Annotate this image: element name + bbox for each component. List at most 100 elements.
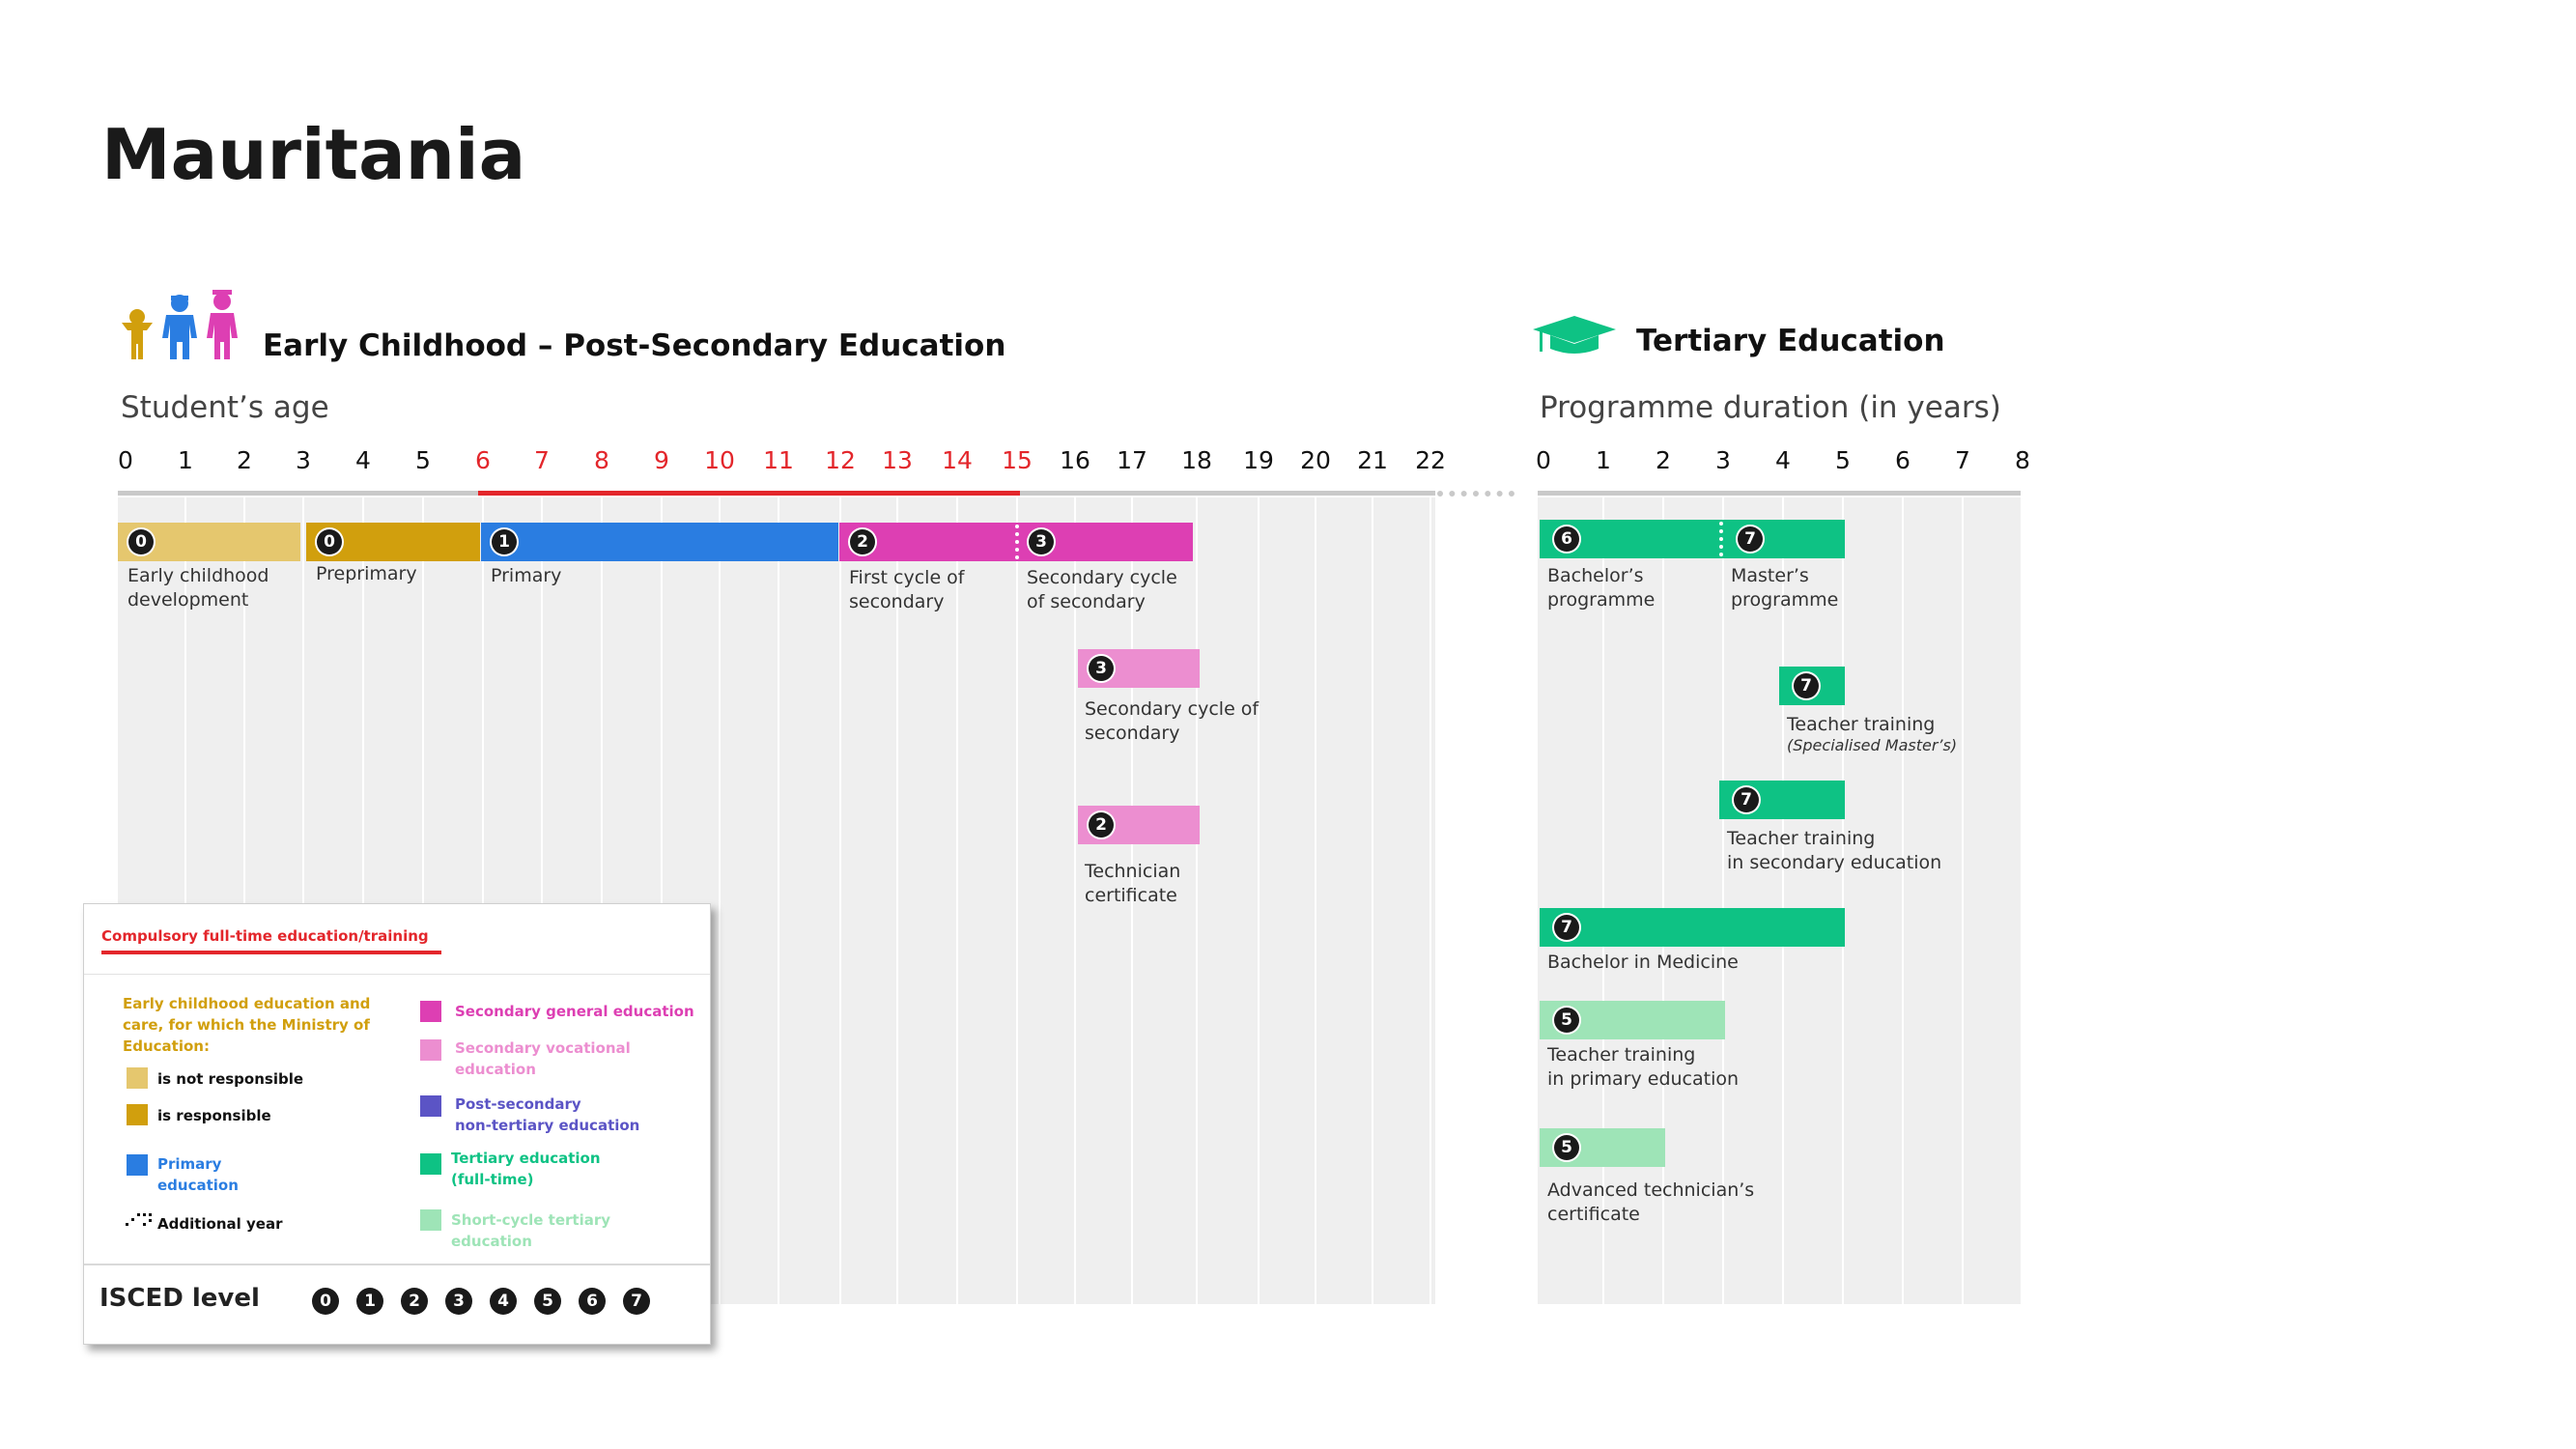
- age-tick-label: 6: [475, 446, 491, 474]
- axis-break-dots: [1437, 491, 1514, 502]
- age-grid-line: [896, 497, 898, 1304]
- page-title: Mauritania: [101, 114, 526, 195]
- programme-label: Primary: [491, 565, 562, 586]
- programme-sublabel: (Specialised Master’s): [1787, 736, 1958, 754]
- legend-ecd-heading: Early childhood education and care, for …: [123, 995, 371, 1055]
- legend-responsible: is responsible: [157, 1107, 271, 1124]
- age-grid-line: [601, 497, 603, 1304]
- duration-grid-line: [1842, 497, 1844, 1304]
- left-axis-label: Student’s age: [121, 390, 329, 425]
- age-tick-label: 21: [1357, 446, 1388, 474]
- legend-sec-vocational: Secondary vocational education: [455, 1039, 631, 1078]
- programme-label: Master’s programme: [1731, 565, 1839, 611]
- duration-grid-line: [1722, 497, 1724, 1304]
- legend-swatch-sec-general: [420, 1001, 441, 1022]
- age-tick-label: 5: [415, 446, 431, 474]
- programme-label: Advanced technician’s certificate: [1547, 1179, 1755, 1225]
- age-tick-label: 4: [355, 446, 371, 474]
- isced-badge: 7: [1554, 915, 1579, 940]
- age-grid-line: [1131, 497, 1133, 1304]
- age-grid-line: [839, 497, 841, 1304]
- isced-level-badge: 7: [623, 1288, 650, 1315]
- right-axis-label: Programme duration (in years): [1540, 390, 2001, 425]
- duration-tick-label: 0: [1536, 446, 1551, 474]
- isced-badge: 2: [850, 529, 875, 554]
- duration-grid-line: [1602, 497, 1604, 1304]
- age-tick-label: 1: [178, 446, 193, 474]
- isced-level-badge: 6: [579, 1288, 606, 1315]
- duration-tick-label: 2: [1656, 446, 1671, 474]
- duration-tick-label: 3: [1715, 446, 1731, 474]
- isced-badge: 7: [1734, 787, 1759, 812]
- age-grid-line: [541, 497, 543, 1304]
- legend-sec-general: Secondary general education: [455, 1003, 694, 1020]
- age-grid-line: [1074, 497, 1076, 1304]
- duration-grid-line: [1902, 497, 1904, 1304]
- programme-label: Preprimary: [316, 563, 417, 584]
- additional-year-icon: [126, 1213, 152, 1226]
- duration-grid-line: [1962, 497, 1964, 1304]
- age-grid-line: [422, 497, 424, 1304]
- programme-bar: [1540, 908, 1845, 947]
- age-grid-line: [243, 497, 245, 1304]
- age-grid-line: [482, 497, 484, 1304]
- isced-badge: 5: [1554, 1008, 1579, 1033]
- age-tick-label: 3: [296, 446, 311, 474]
- legend-swatch-primary: [127, 1154, 148, 1176]
- programme-label: Bachelor in Medicine: [1547, 952, 1739, 973]
- graduation-cap-icon: [1533, 316, 1616, 354]
- programme-label: Teacher training in secondary education: [1727, 828, 1942, 873]
- legend-box: Compulsory full-time education/training …: [83, 903, 711, 1345]
- legend-additional-year: Additional year: [157, 1215, 283, 1233]
- duration-grid-line: [1662, 497, 1664, 1304]
- duration-tick-label: 4: [1775, 446, 1791, 474]
- age-grid-line: [302, 497, 304, 1304]
- age-grid-line: [956, 497, 958, 1304]
- age-grid-line: [661, 497, 663, 1304]
- programme-label: Secondary cycle of secondary: [1085, 698, 1260, 744]
- programme-label: Bachelor’s programme: [1547, 565, 1656, 611]
- isced-level-badge: 2: [401, 1288, 428, 1315]
- compulsory-range-line: [478, 491, 1020, 496]
- additional-year-marker: [1719, 522, 1723, 556]
- legend-primary: Primary education: [157, 1155, 239, 1194]
- age-tick-label: 8: [594, 446, 609, 474]
- legend-divider-bottom: [84, 1264, 710, 1265]
- legend-swatch-ecd-not: [127, 1067, 148, 1089]
- age-tick-label: 10: [704, 446, 735, 474]
- isced-level-badge: 1: [356, 1288, 383, 1315]
- isced-badge: 7: [1794, 673, 1819, 698]
- age-tick-label: 15: [1002, 446, 1033, 474]
- age-tick-label: 19: [1243, 446, 1274, 474]
- age-grid-line: [1315, 497, 1316, 1304]
- duration-tick-label: 5: [1835, 446, 1851, 474]
- legend-swatch-post-secondary: [420, 1095, 441, 1117]
- legend-short-cycle: Short-cycle tertiary education: [451, 1211, 611, 1250]
- age-tick-label: 17: [1117, 446, 1147, 474]
- isced-badge: 0: [128, 529, 154, 554]
- isced-level-badge: 0: [312, 1288, 339, 1315]
- isced-title: ISCED level: [99, 1284, 260, 1313]
- isced-badge: 3: [1029, 529, 1054, 554]
- programme-label: Early childhood development: [127, 565, 269, 611]
- duration-tick-label: 8: [2015, 446, 2030, 474]
- left-section-title: Early Childhood – Post-Secondary Educati…: [263, 328, 1006, 363]
- age-grid-line: [719, 497, 721, 1304]
- isced-badge: 6: [1554, 526, 1579, 552]
- children-icon: [122, 290, 238, 359]
- age-tick-label: 11: [763, 446, 794, 474]
- right-section-title: Tertiary Education: [1636, 324, 1945, 358]
- age-tick-label: 0: [118, 446, 133, 474]
- duration-tick-label: 1: [1596, 446, 1611, 474]
- age-tick-label: 2: [237, 446, 252, 474]
- programme-label: Technician certificate: [1085, 861, 1181, 906]
- age-grid-line: [778, 497, 779, 1304]
- age-tick-label: 7: [534, 446, 550, 474]
- programme-label: Teacher training in primary education: [1547, 1044, 1740, 1090]
- additional-year-marker: [1015, 525, 1019, 559]
- legend-divider-top: [84, 974, 710, 975]
- isced-badge: 7: [1738, 526, 1763, 552]
- legend-tertiary: Tertiary education (full-time): [451, 1150, 601, 1188]
- age-tick-label: 18: [1181, 446, 1212, 474]
- age-tick-label: 16: [1060, 446, 1090, 474]
